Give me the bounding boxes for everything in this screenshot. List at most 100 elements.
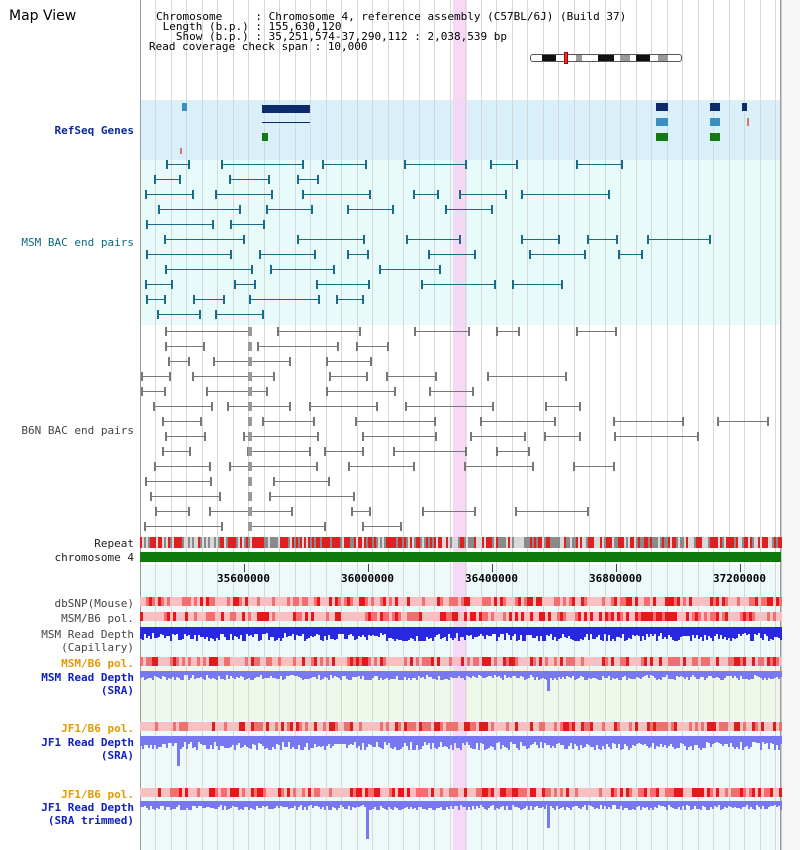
b6n-bac-pair[interactable]	[165, 331, 250, 332]
gene-feature[interactable]	[710, 103, 720, 111]
b6n-bac-pair[interactable]	[362, 526, 402, 527]
msm-bac-pair[interactable]	[157, 314, 201, 315]
msm-bac-pair[interactable]	[347, 254, 369, 255]
gene-feature[interactable]	[710, 118, 720, 126]
b6n-bac-pair[interactable]	[405, 406, 494, 407]
b6n-bac-pair[interactable]	[206, 391, 268, 392]
msm-bac-pair[interactable]	[379, 269, 441, 270]
b6n-bac-pair[interactable]	[144, 526, 223, 527]
b6n-bac-pair[interactable]	[243, 436, 319, 437]
msm-bac-pair[interactable]	[259, 254, 316, 255]
chromosome-bar[interactable]	[140, 552, 781, 562]
b6n-bac-pair[interactable]	[480, 421, 556, 422]
msm-bac-pair[interactable]	[512, 284, 563, 285]
msm-bac-pair[interactable]	[421, 284, 496, 285]
b6n-bac-pair[interactable]	[153, 406, 213, 407]
gene-feature[interactable]	[182, 103, 187, 111]
b6n-bac-pair[interactable]	[262, 421, 315, 422]
b6n-bac-pair[interactable]	[326, 391, 396, 392]
msm-bac-pair[interactable]	[647, 239, 711, 240]
gene-feature[interactable]	[742, 103, 747, 111]
gene-feature[interactable]	[710, 133, 720, 141]
msm-bac-pair[interactable]	[154, 179, 181, 180]
msm-bac-pair[interactable]	[587, 239, 618, 240]
b6n-bac-pair[interactable]	[309, 406, 378, 407]
b6n-bac-pair[interactable]	[414, 331, 470, 332]
msm-bac-pair[interactable]	[576, 164, 623, 165]
msm-bac-pair[interactable]	[221, 164, 304, 165]
msm-bac-pair[interactable]	[459, 194, 507, 195]
msm-bac-pair[interactable]	[316, 284, 370, 285]
msm-bac-pair[interactable]	[490, 164, 518, 165]
msm-bac-pair[interactable]	[428, 254, 476, 255]
b6n-bac-pair[interactable]	[192, 376, 275, 377]
b6n-bac-pair[interactable]	[155, 511, 190, 512]
b6n-bac-pair[interactable]	[326, 361, 372, 362]
msm-bac-pair[interactable]	[146, 299, 166, 300]
msm-bac-pair[interactable]	[270, 269, 335, 270]
b6n-bac-pair[interactable]	[141, 376, 171, 377]
msm-bac-pair[interactable]	[229, 179, 270, 180]
refseq-genes-label[interactable]: RefSeq Genes	[54, 124, 134, 137]
b6n-bac-pair[interactable]	[356, 346, 389, 347]
msm-bac-pair[interactable]	[297, 179, 319, 180]
msm-bac-pair[interactable]	[406, 239, 461, 240]
msm-bac-pair[interactable]	[404, 164, 467, 165]
b6n-bac-pair[interactable]	[168, 361, 190, 362]
msm-bac-pair[interactable]	[302, 194, 371, 195]
b6n-bac-pair[interactable]	[545, 406, 581, 407]
b6n-bac-pair[interactable]	[324, 451, 364, 452]
b6n-bac-pair[interactable]	[717, 421, 769, 422]
b6n-bac-pair[interactable]	[150, 496, 221, 497]
b6n-bac-pair[interactable]	[248, 526, 326, 527]
b6n-bac-pair[interactable]	[614, 436, 699, 437]
b6n-bac-pair[interactable]	[348, 466, 415, 467]
b6n-bac-pair[interactable]	[386, 376, 437, 377]
gene-feature[interactable]	[656, 103, 668, 111]
b6n-bac-pair[interactable]	[544, 436, 581, 437]
msm-bac-label[interactable]: MSM BAC end pairs	[21, 236, 134, 249]
chromosome-ideogram[interactable]	[530, 52, 685, 64]
b6n-bac-pair[interactable]	[141, 391, 166, 392]
msm-bac-pair[interactable]	[146, 254, 232, 255]
msm-bac-pair[interactable]	[193, 299, 225, 300]
msm-bac-pair[interactable]	[215, 314, 264, 315]
b6n-bac-pair[interactable]	[165, 346, 205, 347]
b6n-bac-pair[interactable]	[162, 451, 191, 452]
msm-bac-pair[interactable]	[445, 209, 493, 210]
msm-bac-pair[interactable]	[297, 239, 365, 240]
msm-bac-pair[interactable]	[158, 209, 241, 210]
b6n-bac-pair[interactable]	[464, 466, 534, 467]
msm-bac-pair[interactable]	[146, 224, 214, 225]
msm-bac-pair[interactable]	[266, 209, 313, 210]
b6n-bac-pair[interactable]	[145, 481, 212, 482]
b6n-bac-pair[interactable]	[496, 451, 530, 452]
msm-bac-pair[interactable]	[529, 254, 586, 255]
b6n-bac-pair[interactable]	[573, 466, 615, 467]
b6n-bac-pair[interactable]	[247, 451, 311, 452]
b6n-bac-pair[interactable]	[515, 511, 589, 512]
gene-feature[interactable]	[656, 133, 668, 141]
msm-bac-pair[interactable]	[322, 164, 367, 165]
b6n-bac-pair[interactable]	[613, 421, 684, 422]
gene-feature[interactable]	[262, 122, 310, 123]
b6n-bac-pair[interactable]	[329, 376, 368, 377]
b6n-bac-pair[interactable]	[351, 511, 371, 512]
b6n-bac-pair[interactable]	[277, 331, 361, 332]
b6n-bac-pair[interactable]	[355, 421, 436, 422]
msm-bac-pair[interactable]	[234, 284, 256, 285]
msm-bac-pair[interactable]	[230, 224, 265, 225]
b6n-bac-pair[interactable]	[393, 451, 467, 452]
b6n-bac-pair[interactable]	[487, 376, 567, 377]
b6n-bac-pair[interactable]	[213, 361, 291, 362]
b6n-bac-pair[interactable]	[362, 436, 437, 437]
msm-bac-pair[interactable]	[618, 254, 643, 255]
msm-bac-pair[interactable]	[215, 194, 273, 195]
b6n-bac-label[interactable]: B6N BAC end pairs	[21, 424, 134, 437]
b6n-bac-pair[interactable]	[257, 346, 339, 347]
b6n-bac-pair[interactable]	[154, 466, 211, 467]
b6n-bac-pair[interactable]	[165, 436, 206, 437]
msm-bac-pair[interactable]	[413, 194, 439, 195]
msm-bac-pair[interactable]	[165, 269, 253, 270]
